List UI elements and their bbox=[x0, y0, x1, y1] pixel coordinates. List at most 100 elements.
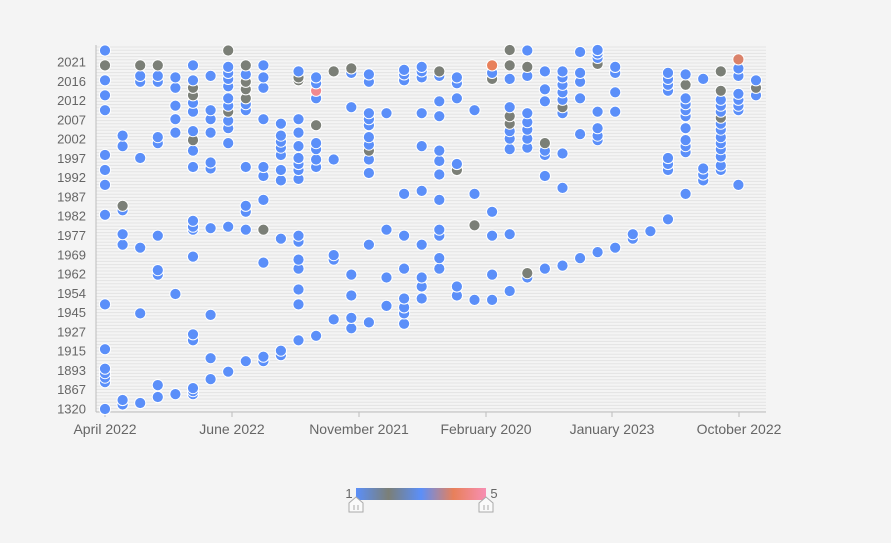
data-point[interactable] bbox=[380, 271, 393, 284]
data-point[interactable] bbox=[433, 110, 446, 123]
data-point[interactable] bbox=[433, 262, 446, 275]
data-point[interactable] bbox=[415, 140, 428, 153]
data-point[interactable] bbox=[239, 355, 252, 368]
data-point[interactable] bbox=[134, 69, 147, 83]
data-point[interactable] bbox=[186, 328, 200, 341]
data-point[interactable] bbox=[292, 298, 305, 311]
data-point[interactable] bbox=[362, 68, 375, 81]
data-point[interactable] bbox=[345, 268, 358, 281]
data-point[interactable] bbox=[134, 59, 147, 72]
data-point[interactable] bbox=[151, 390, 164, 404]
data-point[interactable] bbox=[450, 71, 463, 84]
data-point[interactable] bbox=[257, 160, 270, 174]
data-point[interactable] bbox=[574, 92, 587, 105]
data-point[interactable] bbox=[116, 129, 129, 142]
data-point[interactable] bbox=[503, 101, 516, 114]
data-point[interactable] bbox=[169, 287, 182, 301]
data-point[interactable] bbox=[274, 129, 287, 142]
data-point[interactable] bbox=[433, 252, 446, 265]
data-point[interactable] bbox=[503, 72, 516, 86]
data-point[interactable] bbox=[609, 86, 622, 99]
data-point[interactable] bbox=[98, 362, 112, 375]
data-point[interactable] bbox=[239, 223, 252, 236]
data-point[interactable] bbox=[151, 379, 164, 392]
data-point[interactable] bbox=[98, 178, 112, 191]
data-point[interactable] bbox=[679, 68, 692, 81]
data-point[interactable] bbox=[556, 181, 569, 194]
data-point[interactable] bbox=[538, 83, 552, 96]
data-point[interactable] bbox=[486, 268, 499, 281]
color-legend-min-handle[interactable] bbox=[348, 496, 364, 513]
data-point[interactable] bbox=[204, 69, 217, 83]
data-point[interactable] bbox=[661, 213, 675, 226]
data-point[interactable] bbox=[398, 317, 411, 330]
data-point[interactable] bbox=[204, 156, 217, 169]
data-point[interactable] bbox=[538, 262, 552, 275]
data-point[interactable] bbox=[679, 187, 692, 200]
data-point[interactable] bbox=[116, 228, 129, 241]
data-point[interactable] bbox=[310, 329, 323, 342]
data-point[interactable] bbox=[609, 105, 622, 118]
data-point[interactable] bbox=[380, 223, 393, 236]
data-point[interactable] bbox=[239, 160, 252, 174]
data-point[interactable] bbox=[574, 45, 587, 59]
data-point[interactable] bbox=[134, 396, 147, 410]
data-point[interactable] bbox=[362, 238, 375, 251]
data-point[interactable] bbox=[169, 113, 182, 126]
data-point[interactable] bbox=[98, 402, 112, 416]
data-point[interactable] bbox=[204, 126, 217, 139]
data-point[interactable] bbox=[362, 107, 375, 120]
data-point[interactable] bbox=[169, 388, 182, 401]
data-point[interactable] bbox=[538, 65, 552, 78]
data-point[interactable] bbox=[714, 84, 727, 97]
data-point[interactable] bbox=[116, 238, 129, 251]
data-point[interactable] bbox=[222, 137, 235, 150]
data-point[interactable] bbox=[591, 122, 604, 135]
data-point[interactable] bbox=[415, 107, 428, 120]
data-point[interactable] bbox=[433, 95, 446, 108]
data-point[interactable] bbox=[398, 63, 411, 77]
data-point[interactable] bbox=[98, 343, 112, 356]
data-point[interactable] bbox=[222, 365, 235, 378]
data-point[interactable] bbox=[362, 166, 375, 180]
data-point[interactable] bbox=[521, 107, 534, 120]
data-point[interactable] bbox=[186, 59, 200, 72]
data-point[interactable] bbox=[415, 184, 428, 197]
data-point[interactable] bbox=[345, 101, 358, 114]
data-point[interactable] bbox=[186, 214, 200, 227]
data-point[interactable] bbox=[398, 262, 411, 275]
data-point[interactable] bbox=[98, 74, 112, 87]
data-point[interactable] bbox=[98, 163, 112, 177]
data-point[interactable] bbox=[380, 299, 393, 312]
data-point[interactable] bbox=[591, 246, 604, 259]
data-point[interactable] bbox=[433, 168, 446, 181]
data-point[interactable] bbox=[415, 238, 428, 251]
data-point[interactable] bbox=[292, 334, 305, 347]
data-point[interactable] bbox=[486, 59, 499, 72]
data-point[interactable] bbox=[151, 131, 164, 144]
data-point[interactable] bbox=[503, 43, 516, 57]
data-point[interactable] bbox=[486, 205, 499, 218]
data-point[interactable] bbox=[292, 65, 305, 78]
data-point[interactable] bbox=[292, 229, 305, 242]
data-point[interactable] bbox=[151, 229, 164, 242]
data-point[interactable] bbox=[591, 105, 604, 118]
data-point[interactable] bbox=[222, 220, 235, 233]
data-point[interactable] bbox=[257, 113, 270, 126]
data-point[interactable] bbox=[222, 92, 235, 105]
data-point[interactable] bbox=[257, 59, 270, 72]
data-point[interactable] bbox=[609, 241, 622, 254]
data-point[interactable] bbox=[732, 87, 745, 100]
data-point[interactable] bbox=[574, 252, 587, 265]
data-point[interactable] bbox=[257, 81, 270, 94]
data-point[interactable] bbox=[538, 169, 552, 183]
data-point[interactable] bbox=[98, 89, 112, 102]
data-point[interactable] bbox=[468, 104, 481, 117]
data-point[interactable] bbox=[98, 208, 112, 221]
data-point[interactable] bbox=[749, 74, 763, 87]
data-point[interactable] bbox=[98, 44, 112, 57]
data-point[interactable] bbox=[274, 344, 287, 357]
data-point[interactable] bbox=[292, 113, 305, 126]
data-point[interactable] bbox=[134, 241, 147, 254]
data-point[interactable] bbox=[679, 78, 692, 91]
